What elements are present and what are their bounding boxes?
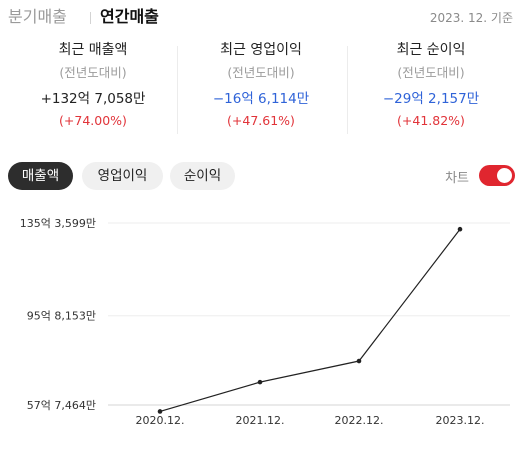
data-point	[157, 409, 163, 414]
summary-net-income: 최근 순이익 (전년도대비) −29억 2,157만 (+41.82%)	[344, 40, 518, 131]
chip-net-income[interactable]: 순이익	[170, 162, 235, 190]
summary-value: −29억 2,157만	[382, 91, 480, 107]
summary-panel: 최근 매출액 (전년도대비) +132억 7,058만 (+74.00%) 최근…	[0, 40, 521, 140]
summary-title: 최근 순이익	[396, 42, 466, 58]
summary-subtitle: (전년도대비)	[397, 65, 465, 80]
column-divider	[347, 46, 348, 134]
tab-annual-sales[interactable]: 연간매출	[100, 7, 159, 26]
tab-divider	[90, 12, 91, 24]
summary-subtitle: (전년도대비)	[227, 65, 295, 80]
summary-operating-profit: 최근 영업이익 (전년도대비) −16억 6,114만 (+47.61%)	[174, 40, 348, 131]
y-tick-label: 57억 7,464만	[27, 399, 96, 412]
chart-toggle-label: 차트	[445, 171, 469, 186]
chip-revenue[interactable]: 매출액	[8, 162, 73, 190]
chart-svg: 57억 7,464만 95억 8,153만 135억 3,599만 2020.12. 2…	[20, 217, 510, 427]
summary-revenue: 최근 매출액 (전년도대비) +132억 7,058만 (+74.00%)	[6, 40, 180, 131]
y-tick-label: 95억 8,153만	[27, 310, 96, 323]
data-point	[257, 379, 263, 385]
data-point	[356, 358, 362, 364]
tab-quarterly-sales[interactable]: 분기매출	[8, 7, 67, 26]
summary-change: (+47.61%)	[227, 113, 295, 128]
chart-toggle-switch[interactable]	[479, 165, 515, 186]
summary-subtitle: (전년도대비)	[59, 65, 127, 80]
basis-date: 2023. 12. 기준	[429, 11, 513, 25]
period-tab-bar: 분기매출 연간매출 2023. 12. 기준	[8, 6, 513, 30]
chip-operating-profit[interactable]: 영업이익	[82, 162, 163, 190]
revenue-line-chart: 57억 7,464만 95억 8,153만 135억 3,599만 2020.12. 2…	[0, 205, 521, 458]
summary-change: (+74.00%)	[59, 113, 127, 128]
x-tick-label: 2022.12.	[335, 414, 384, 427]
summary-value: +132억 7,058만	[40, 91, 146, 107]
toggle-knob	[497, 168, 512, 183]
x-tick-label: 2023.12.	[436, 414, 485, 427]
x-tick-label: 2020.12.	[136, 414, 185, 427]
summary-title: 최근 영업이익	[220, 42, 302, 58]
summary-change: (+41.82%)	[397, 113, 465, 128]
summary-title: 최근 매출액	[58, 42, 128, 58]
data-point	[457, 226, 463, 232]
y-tick-label: 135억 3,599만	[20, 217, 96, 230]
x-tick-label: 2021.12.	[236, 414, 285, 427]
revenue-series-line	[159, 228, 461, 413]
summary-value: −16억 6,114만	[212, 91, 310, 107]
column-divider	[177, 46, 178, 134]
